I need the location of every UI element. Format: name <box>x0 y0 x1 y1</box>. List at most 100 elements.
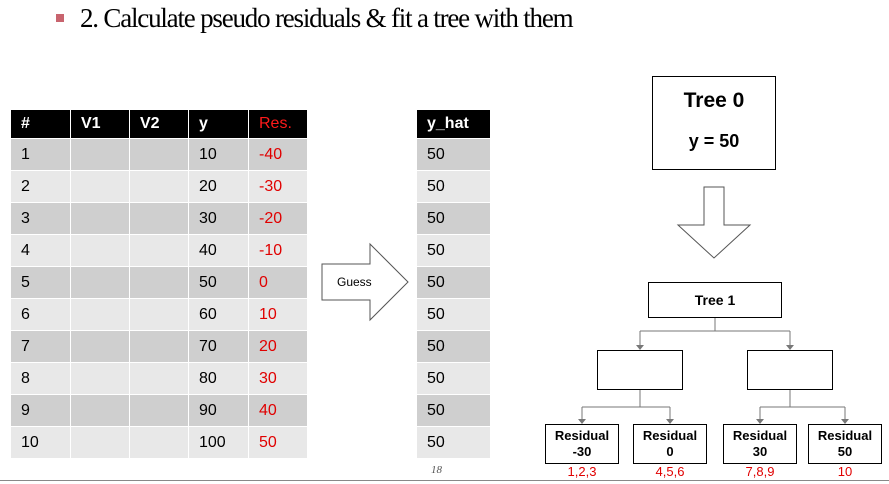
header-v1: V1 <box>70 109 130 139</box>
cell-v2 <box>129 394 189 427</box>
slide-title-bar: 2. Calculate pseudo residuals & fit a tr… <box>56 2 574 34</box>
leaf-value: -30 <box>572 444 592 459</box>
tree1-connectors <box>581 318 846 420</box>
yhat-row: 50 <box>416 266 491 299</box>
cell-index: 10 <box>10 426 71 459</box>
cell-index: 3 <box>10 202 71 235</box>
cell-yhat: 50 <box>416 330 491 363</box>
cell-index: 2 <box>10 170 71 203</box>
cell-v1 <box>70 394 130 427</box>
yhat-table: y_hat 50 50 50 50 50 50 50 50 50 50 <box>416 109 491 459</box>
cell-y: 10 <box>188 138 249 171</box>
cell-index: 9 <box>10 394 71 427</box>
yhat-row: 50 <box>416 426 491 459</box>
yhat-header-row: y_hat <box>416 109 491 139</box>
cell-yhat: 50 <box>416 138 491 171</box>
cell-v2 <box>129 202 189 235</box>
cell-v1 <box>70 138 130 171</box>
cell-yhat: 50 <box>416 362 491 395</box>
cell-residual: -30 <box>248 170 308 203</box>
cell-residual: 50 <box>248 426 308 459</box>
leaf-value: 50 <box>837 444 853 459</box>
table-row: 4 40 -10 <box>10 234 308 267</box>
cell-v2 <box>129 362 189 395</box>
leaf-indices: 7,8,9 <box>745 464 775 479</box>
cell-v2 <box>129 426 189 459</box>
page-number: 18 <box>431 464 442 476</box>
down-arrow <box>676 186 752 259</box>
yhat-row: 50 <box>416 138 491 171</box>
cell-yhat: 50 <box>416 426 491 459</box>
cell-y: 50 <box>188 266 249 299</box>
cell-yhat: 50 <box>416 234 491 267</box>
split-node-right <box>747 350 833 390</box>
guess-label: Guess <box>337 275 372 289</box>
leaf-label: Residual <box>554 428 610 443</box>
yhat-row: 50 <box>416 362 491 395</box>
tree0-value: y = 50 <box>688 131 740 151</box>
cell-index: 5 <box>10 266 71 299</box>
leaf-value: 0 <box>666 444 674 459</box>
yhat-row: 50 <box>416 298 491 331</box>
cell-yhat: 50 <box>416 202 491 235</box>
cell-v1 <box>70 170 130 203</box>
header-y: y <box>188 109 249 139</box>
cell-yhat: 50 <box>416 170 491 203</box>
table-row: 1 10 -40 <box>10 138 308 171</box>
cell-index: 7 <box>10 330 71 363</box>
cell-residual: -40 <box>248 138 308 171</box>
cell-index: 4 <box>10 234 71 267</box>
tree0-title: Tree 0 <box>683 89 745 112</box>
header-residual: Res. <box>248 109 308 139</box>
leaf-indices: 1,2,3 <box>567 464 597 479</box>
cell-y: 20 <box>188 170 249 203</box>
table-row: 6 60 10 <box>10 298 308 331</box>
cell-v1 <box>70 362 130 395</box>
leaf-node: Residual 50 <box>808 424 882 464</box>
table-row: 5 50 0 <box>10 266 308 299</box>
cell-residual: 20 <box>248 330 308 363</box>
cell-residual: 10 <box>248 298 308 331</box>
table-row: 2 20 -30 <box>10 170 308 203</box>
guess-arrow <box>321 242 409 322</box>
header-v2: V2 <box>129 109 189 139</box>
leaf-label: Residual <box>732 428 788 443</box>
table-row: 7 70 20 <box>10 330 308 363</box>
yhat-row: 50 <box>416 202 491 235</box>
leaf-node: Residual 30 <box>723 424 797 464</box>
cell-y: 100 <box>188 426 249 459</box>
yhat-row: 50 <box>416 330 491 363</box>
data-table: # V1 V2 y Res. 1 10 -40 2 20 -30 3 30 -20 4 40 -10 5… <box>10 109 308 459</box>
yhat-row: 50 <box>416 234 491 267</box>
cell-v2 <box>129 234 189 267</box>
header-index: # <box>10 109 71 139</box>
table-row: 10 100 50 <box>10 426 308 459</box>
cell-residual: 40 <box>248 394 308 427</box>
cell-v1 <box>70 330 130 363</box>
yhat-row: 50 <box>416 170 491 203</box>
leaf-label: Residual <box>642 428 698 443</box>
leaf-node: Residual -30 <box>545 424 619 464</box>
cell-yhat: 50 <box>416 266 491 299</box>
cell-residual: -10 <box>248 234 308 267</box>
cell-v2 <box>129 298 189 331</box>
cell-yhat: 50 <box>416 394 491 427</box>
leaf-value: 30 <box>752 444 768 459</box>
leaf-node: Residual 0 <box>633 424 707 464</box>
slide-title: 2. Calculate pseudo residuals & fit a tr… <box>80 2 574 33</box>
yhat-row: 50 <box>416 394 491 427</box>
split-node-left <box>597 350 683 390</box>
table-row: 9 90 40 <box>10 394 308 427</box>
leaf-label: Residual <box>817 428 873 443</box>
cell-v1 <box>70 266 130 299</box>
cell-y: 90 <box>188 394 249 427</box>
bullet-icon <box>56 14 64 22</box>
connector-arrowheads <box>578 345 849 424</box>
cell-v1 <box>70 426 130 459</box>
leaf-indices: 4,5,6 <box>655 464 685 479</box>
leaf-indices: 10 <box>837 464 853 479</box>
tree0-box: Tree 0 y = 50 <box>652 76 776 170</box>
footer-divider <box>0 480 889 481</box>
cell-v2 <box>129 170 189 203</box>
cell-y: 40 <box>188 234 249 267</box>
